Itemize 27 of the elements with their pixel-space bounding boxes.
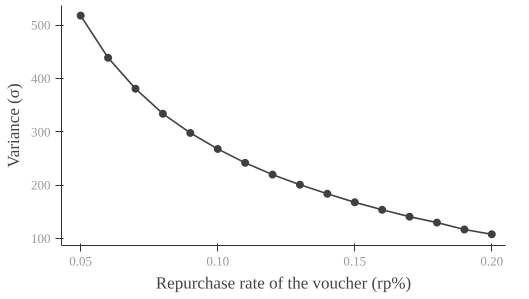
point xyxy=(488,230,496,238)
point xyxy=(460,226,468,234)
point xyxy=(350,198,359,206)
x-axis-title: Repurchase rate of the voucher (rp%) xyxy=(156,274,412,292)
point xyxy=(76,12,85,20)
point xyxy=(186,128,194,137)
y-tick-label: 300 xyxy=(31,124,50,140)
point xyxy=(132,84,140,93)
point xyxy=(406,212,414,221)
y-tick-label: 200 xyxy=(31,178,50,193)
x-tick-label: 0.15 xyxy=(343,254,366,268)
point xyxy=(323,190,332,198)
point xyxy=(378,206,386,214)
point xyxy=(158,110,167,118)
point xyxy=(432,218,441,227)
point xyxy=(241,158,250,167)
point xyxy=(268,170,277,179)
x-tick-label: 0.05 xyxy=(69,254,92,268)
point xyxy=(104,54,112,62)
y-tick-label: 400 xyxy=(31,71,50,86)
x-tick-label: 0.10 xyxy=(206,254,230,268)
point xyxy=(296,180,304,189)
y-tick-label: 500 xyxy=(31,18,50,33)
point xyxy=(214,144,222,153)
x-tick-label: 0.20 xyxy=(480,254,504,268)
y-axis-title: Variance (σ) xyxy=(4,83,23,168)
y-tick-label: 100 xyxy=(31,231,50,246)
